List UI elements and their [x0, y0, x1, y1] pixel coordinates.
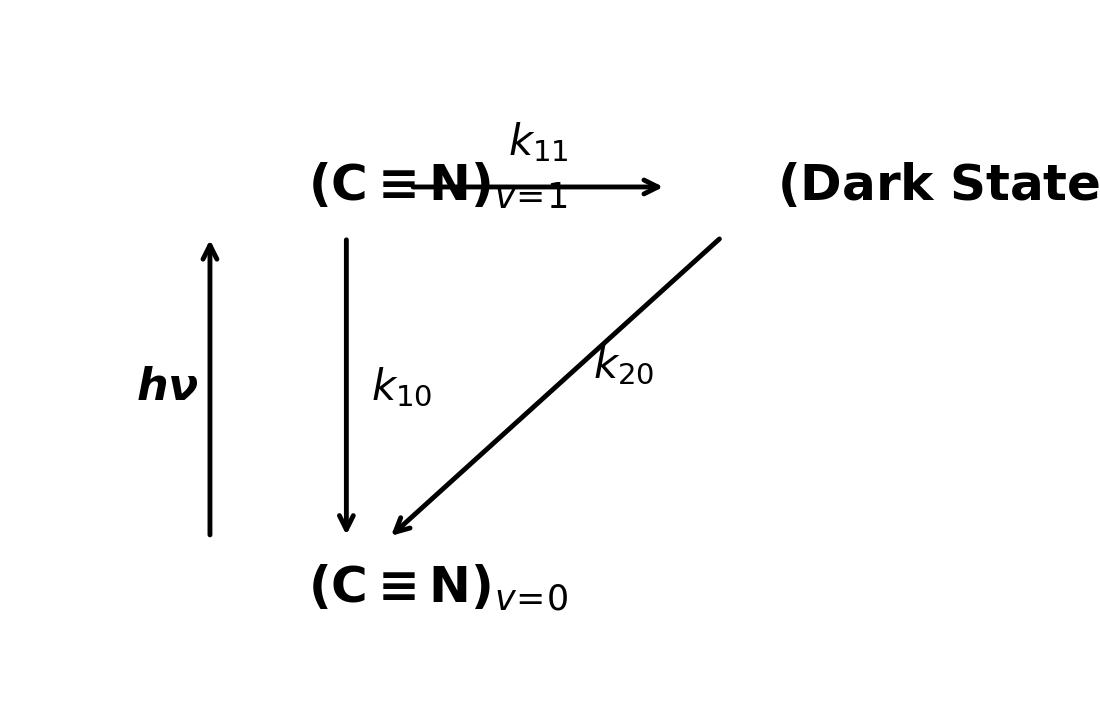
Text: $\mathbf{(Dark\ State)}_{v\!=\!1}$: $\mathbf{(Dark\ State)}_{v\!=\!1}$: [777, 162, 1100, 212]
Text: $\boldsymbol{k_{20}}$: $\boldsymbol{k_{20}}$: [593, 343, 654, 387]
Text: $\boldsymbol{k_{10}}$: $\boldsymbol{k_{10}}$: [371, 366, 432, 409]
Text: $\boldsymbol{k_{11}}$: $\boldsymbol{k_{11}}$: [508, 121, 569, 164]
Text: $\boldsymbol{h\nu}$: $\boldsymbol{h\nu}$: [136, 366, 199, 409]
Text: $\mathbf{(C{\equiv}N)}_{v\!=\!1}$: $\mathbf{(C{\equiv}N)}_{v\!=\!1}$: [308, 162, 568, 212]
Text: $\mathbf{(C{\equiv}N)}_{v\!=\!0}$: $\mathbf{(C{\equiv}N)}_{v\!=\!0}$: [308, 562, 569, 613]
